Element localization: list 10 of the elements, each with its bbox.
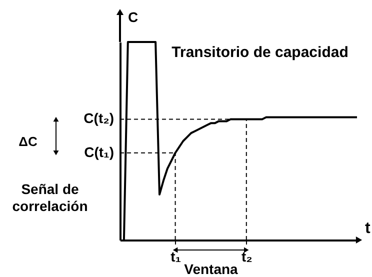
x-tick-label: t₂ (241, 248, 252, 264)
text: ΔC (18, 134, 38, 149)
text: Ventana (184, 261, 238, 277)
annotation: Transitorio de capacidad (172, 44, 348, 61)
text: Señal de correlación (12, 181, 88, 214)
ref-line-label: C(t₂) (84, 110, 114, 126)
y-axis-title: C (128, 9, 138, 25)
x-tick-label: t₁ (170, 248, 182, 264)
x-axis-title: t (365, 220, 371, 237)
ref-line-label: C(t₁) (84, 144, 114, 160)
